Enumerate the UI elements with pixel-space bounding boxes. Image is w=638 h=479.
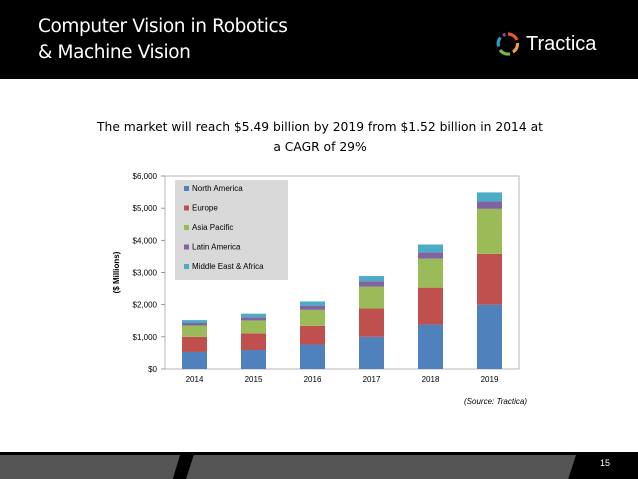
bar-segment [477, 192, 502, 202]
x-tick-label: 2015 [245, 375, 263, 384]
tractica-logo-icon [496, 32, 520, 56]
x-tick-label: 2017 [363, 375, 381, 384]
bar-segment [182, 351, 207, 369]
x-tick-label: 2018 [422, 375, 440, 384]
page-number: 15 [600, 458, 611, 468]
legend-swatch [184, 244, 189, 250]
y-tick-label: $2,000 [133, 301, 158, 310]
bar-segment [359, 308, 384, 337]
bar-segment [418, 258, 443, 288]
bar-segment [241, 320, 266, 334]
bar-segment [477, 201, 502, 209]
bar-segment [300, 309, 325, 326]
logo-text: Tractica [526, 32, 597, 55]
bar-segment [359, 336, 384, 369]
x-tick-label: 2019 [481, 375, 499, 384]
slide-title: Computer Vision in Robotics & Machine Vi… [38, 14, 288, 66]
bar-segment [359, 276, 384, 282]
legend-swatch [184, 225, 189, 230]
bar-segment [241, 313, 266, 318]
source-note: (Source: Tractica) [464, 397, 527, 406]
footer-accent-left [0, 455, 180, 479]
bar-segment [182, 323, 207, 326]
chart-headline: The market will reach $5.49 billion by 2… [60, 117, 580, 157]
footer-accent-middle [186, 455, 576, 479]
bar-segment [359, 281, 384, 287]
header-bar [0, 0, 638, 79]
legend-label: Asia Pacific [192, 223, 233, 232]
bar-segment [182, 336, 207, 352]
bar-segment [300, 301, 325, 306]
y-tick-label: $1,000 [133, 333, 158, 342]
tractica-logo: Tractica [496, 30, 596, 58]
chart-headline-line1: The market will reach $5.49 billion by 2… [97, 120, 543, 134]
legend-box [175, 180, 288, 280]
legend-swatch [184, 264, 189, 269]
bar-segment [241, 350, 266, 369]
x-tick-label: 2016 [304, 375, 322, 384]
legend-label: Middle East & Africa [192, 262, 264, 271]
slide-title-line2: & Machine Vision [38, 42, 191, 63]
legend-swatch [184, 186, 189, 191]
bar-segment [418, 244, 443, 253]
y-tick-label: $5,000 [133, 204, 158, 213]
legend-swatch [184, 205, 189, 211]
bar-segment [477, 253, 502, 305]
legend-label: North America [192, 184, 243, 193]
y-tick-label: $3,000 [133, 269, 158, 278]
bar-segment [241, 333, 266, 351]
bar-segment [418, 287, 443, 325]
bar-segment [182, 320, 207, 324]
bar-segment [418, 252, 443, 259]
y-tick-label: $6,000 [133, 172, 158, 181]
legend-label: Latin America [192, 243, 241, 252]
bar-segment [359, 286, 384, 309]
y-tick-label: $4,000 [133, 236, 158, 245]
y-tick-label: $0 [148, 365, 157, 374]
bar-segment [300, 344, 325, 369]
legend-label: Europe [192, 204, 218, 213]
slide-title-line1: Computer Vision in Robotics [38, 16, 288, 37]
y-axis-label: ($ Millions) [112, 251, 121, 293]
bar-segment [477, 208, 502, 254]
bar-segment [477, 304, 502, 369]
bar-segment [418, 324, 443, 369]
bar-segment [300, 305, 325, 310]
bar-segment [300, 325, 325, 345]
bar-segment [182, 325, 207, 337]
x-tick-label: 2014 [186, 375, 204, 384]
chart-headline-line2: a CAGR of 29% [273, 140, 367, 154]
bar-segment [241, 317, 266, 321]
